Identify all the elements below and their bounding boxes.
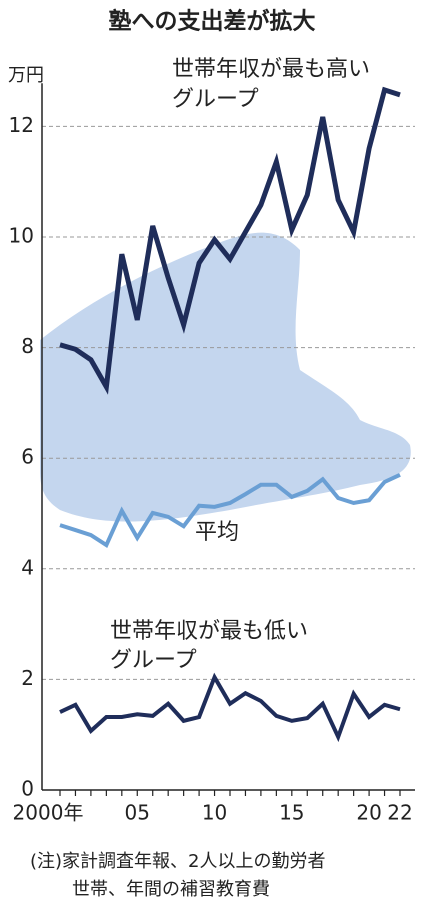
x-tick-label: 05 [125,801,150,825]
y-tick-label: 0 [21,777,34,801]
y-tick-label: 4 [21,555,34,579]
chart-title: 塾への支出差が拡大 [109,8,316,35]
y-tick-label: 2 [21,666,34,690]
series-label: グループ [172,87,259,112]
series-line [59,672,401,743]
y-tick-label: 12 [9,113,34,137]
series-label: 平均 [195,520,239,545]
y-tick-label: 10 [9,224,34,248]
x-tick-label: 22 [387,801,412,825]
x-tick-label: 2000年 [13,801,84,825]
note: 世帯、年間の補習教育費 [72,879,270,900]
y-tick-label: 8 [21,334,34,358]
x-tick-label: 20 [356,801,381,825]
x-tick-label: 15 [279,801,304,825]
series-label: 世帯年収が最も高い [172,57,370,82]
series-label: グループ [110,648,197,673]
x-tick-label: 10 [202,801,227,825]
note: (注)家計調査年報、2人以上の勤労者 [30,851,326,872]
background-illustration [40,232,411,522]
series-label: 世帯年収が最も低い [110,619,308,644]
series-line [59,472,401,548]
y-unit: 万円 [8,65,44,86]
y-tick-label: 6 [21,445,34,469]
series-line [59,86,401,395]
